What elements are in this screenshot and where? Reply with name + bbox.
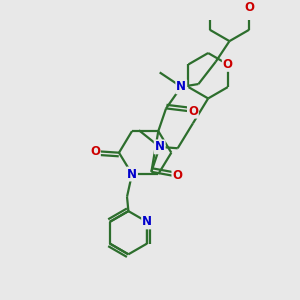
Text: O: O [188, 105, 198, 118]
Text: O: O [172, 169, 182, 182]
Text: N: N [142, 215, 152, 228]
Text: N: N [176, 80, 186, 93]
Text: O: O [223, 58, 233, 71]
Text: N: N [127, 167, 137, 181]
Text: O: O [90, 145, 100, 158]
Text: N: N [155, 140, 165, 153]
Text: O: O [244, 1, 254, 13]
